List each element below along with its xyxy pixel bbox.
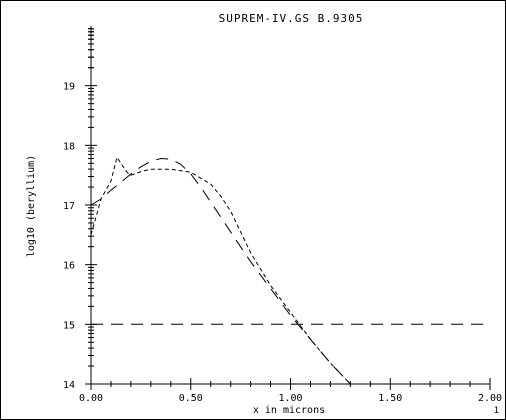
chart-title: SUPREM-IV.GS B.9305 [219, 12, 364, 25]
x-tick-label: 0.50 [179, 393, 203, 404]
axes [90, 26, 490, 385]
x-axis-label: x in microns [253, 405, 325, 416]
ticks: 14 15 16 17 18 19 0.00 0.50 1.00 1.50 2.00 [63, 28, 502, 404]
x-tick-label: 1.00 [278, 393, 302, 404]
y-tick-label: 19 [63, 82, 75, 93]
y-tick-label: 16 [63, 261, 75, 272]
footer-page-number: 1 [493, 406, 499, 416]
y-tick-label: 17 [63, 201, 75, 212]
x-tick-label: 0.00 [79, 393, 103, 404]
x-tick-label: 1.50 [378, 393, 402, 404]
series-line-2 [90, 156, 351, 385]
y-axis-label: log10 (beryllium) [26, 155, 37, 257]
series-line-1 [90, 157, 351, 385]
y-tick-label: 18 [63, 141, 75, 152]
y-tick-label: 14 [63, 380, 75, 391]
x-tick-label: 2.00 [478, 393, 502, 404]
y-tick-label: 15 [63, 320, 75, 331]
series-layer [90, 156, 490, 385]
